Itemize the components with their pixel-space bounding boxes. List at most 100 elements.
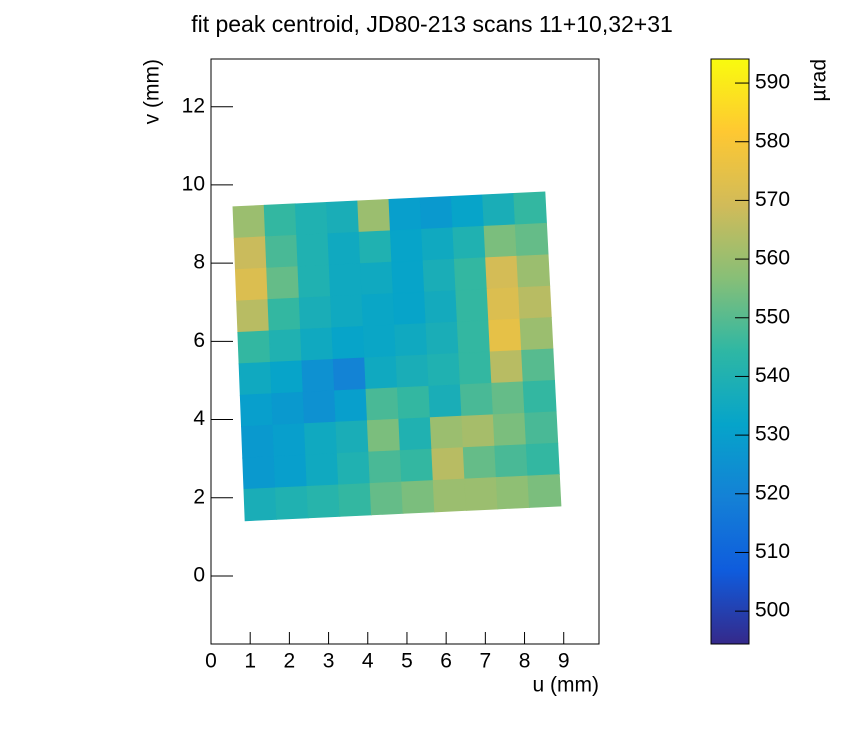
y-tick-label: 8 (193, 251, 205, 274)
x-tick-label: 8 (519, 650, 531, 673)
heatmap-cell (236, 299, 270, 333)
heatmap-cell (361, 293, 395, 327)
heatmap-cell (485, 255, 519, 290)
heatmap-cell (294, 201, 329, 236)
heatmap-cell (396, 385, 431, 420)
heatmap-cell (243, 487, 278, 522)
heatmap-cell (464, 477, 499, 511)
heatmap-cell (419, 195, 454, 230)
heatmap-cell (462, 445, 497, 480)
heatmap-cell (518, 285, 552, 320)
heatmap-cell (424, 290, 458, 324)
heatmap-cell (302, 390, 337, 425)
heatmap-cell (450, 194, 485, 229)
heatmap-cell (398, 417, 433, 452)
heatmap-cell (305, 453, 339, 487)
heatmap-cell (267, 297, 301, 332)
heatmap-cell (492, 412, 527, 447)
z-tick-label: 510 (755, 540, 790, 563)
heatmap-cell (494, 444, 529, 478)
heatmap-cell (338, 483, 372, 517)
x-tick-label: 4 (362, 650, 374, 673)
heatmap-cell (263, 203, 298, 238)
heatmap-cell (429, 415, 464, 450)
heatmap-cell (514, 222, 549, 257)
x-tick-label: 0 (205, 650, 217, 673)
y-axis-label: v (mm) (141, 59, 164, 124)
heatmap-cell (269, 360, 304, 395)
heatmap-cell (296, 233, 330, 268)
heatmap-cell (426, 352, 461, 387)
chart-title: fit peak centroid, JD80-213 scans 11+10,… (191, 11, 673, 37)
heatmap-cell (272, 423, 307, 457)
heatmap-cell (360, 261, 394, 296)
heatmap-cell (513, 191, 547, 226)
heatmap-cell (486, 287, 521, 321)
heatmap-cell (357, 198, 391, 233)
heatmap-cell (366, 418, 401, 453)
z-tick-label: 580 (755, 129, 790, 152)
heatmap-cell (395, 354, 430, 389)
heatmap-cell (522, 379, 557, 414)
heatmap-cell (364, 355, 398, 390)
heatmap-cell (368, 450, 403, 484)
x-tick-label: 9 (558, 650, 570, 673)
heatmap-cell (275, 486, 309, 520)
heatmap-cell (232, 204, 266, 239)
heatmap-cell (455, 288, 490, 323)
y-tick-label: 10 (182, 172, 205, 195)
heatmap-cell (241, 424, 275, 459)
heatmap-cell (306, 484, 341, 519)
heatmap-cell (389, 228, 424, 263)
heatmap-cell (519, 317, 554, 351)
heatmap-cell (365, 387, 400, 422)
z-tick-label: 540 (755, 364, 790, 387)
z-tick-label: 560 (755, 247, 790, 270)
z-tick-label: 590 (755, 71, 790, 94)
heatmap-cell (327, 231, 361, 266)
heatmap-cell (432, 478, 467, 513)
heatmap-cell (271, 391, 305, 426)
heatmap-cell (266, 266, 300, 300)
heatmap-cell (399, 448, 434, 483)
heatmap-cell (525, 442, 560, 477)
heatmap-cell (495, 475, 530, 510)
heatmap-cell (334, 388, 368, 423)
z-axis-label: µrad (808, 59, 831, 101)
heatmap-cell (394, 323, 428, 357)
heatmap-cell (422, 258, 457, 293)
heatmap-cell (238, 361, 273, 396)
x-tick-label: 5 (401, 650, 413, 673)
heatmap-cell (527, 474, 562, 508)
heatmap-cell (388, 197, 422, 232)
x-tick-label: 2 (284, 650, 296, 673)
y-tick-label: 12 (182, 94, 205, 117)
heatmap-cell (264, 234, 299, 269)
heatmap-cell (516, 254, 551, 289)
heatmap-cell (242, 456, 276, 490)
x-tick-label: 6 (440, 650, 452, 673)
heatmap-cell (297, 264, 331, 299)
colorbar (710, 58, 750, 645)
heatmap-cell (369, 481, 404, 516)
heatmap-cell (458, 351, 493, 386)
heatmap-cell (298, 296, 333, 330)
heatmap-cell (489, 350, 524, 384)
heatmap-cell (488, 318, 522, 353)
heatmap-cell (392, 291, 427, 326)
heatmap-cell (268, 329, 303, 363)
heatmap-cell (391, 260, 425, 295)
heatmap-cell (331, 326, 366, 360)
heatmap-cell (234, 267, 269, 302)
heatmap-cell (358, 230, 393, 265)
heatmap-cell (521, 348, 555, 383)
heatmap-cell (461, 414, 496, 449)
heatmap-cell (336, 451, 371, 486)
heatmap-cell (239, 393, 274, 428)
heatmap-cell (273, 454, 308, 489)
x-tick-label: 1 (244, 650, 256, 673)
heatmap-cell (491, 381, 526, 416)
z-tick-label: 520 (755, 481, 790, 504)
heatmap-cell (459, 382, 494, 417)
